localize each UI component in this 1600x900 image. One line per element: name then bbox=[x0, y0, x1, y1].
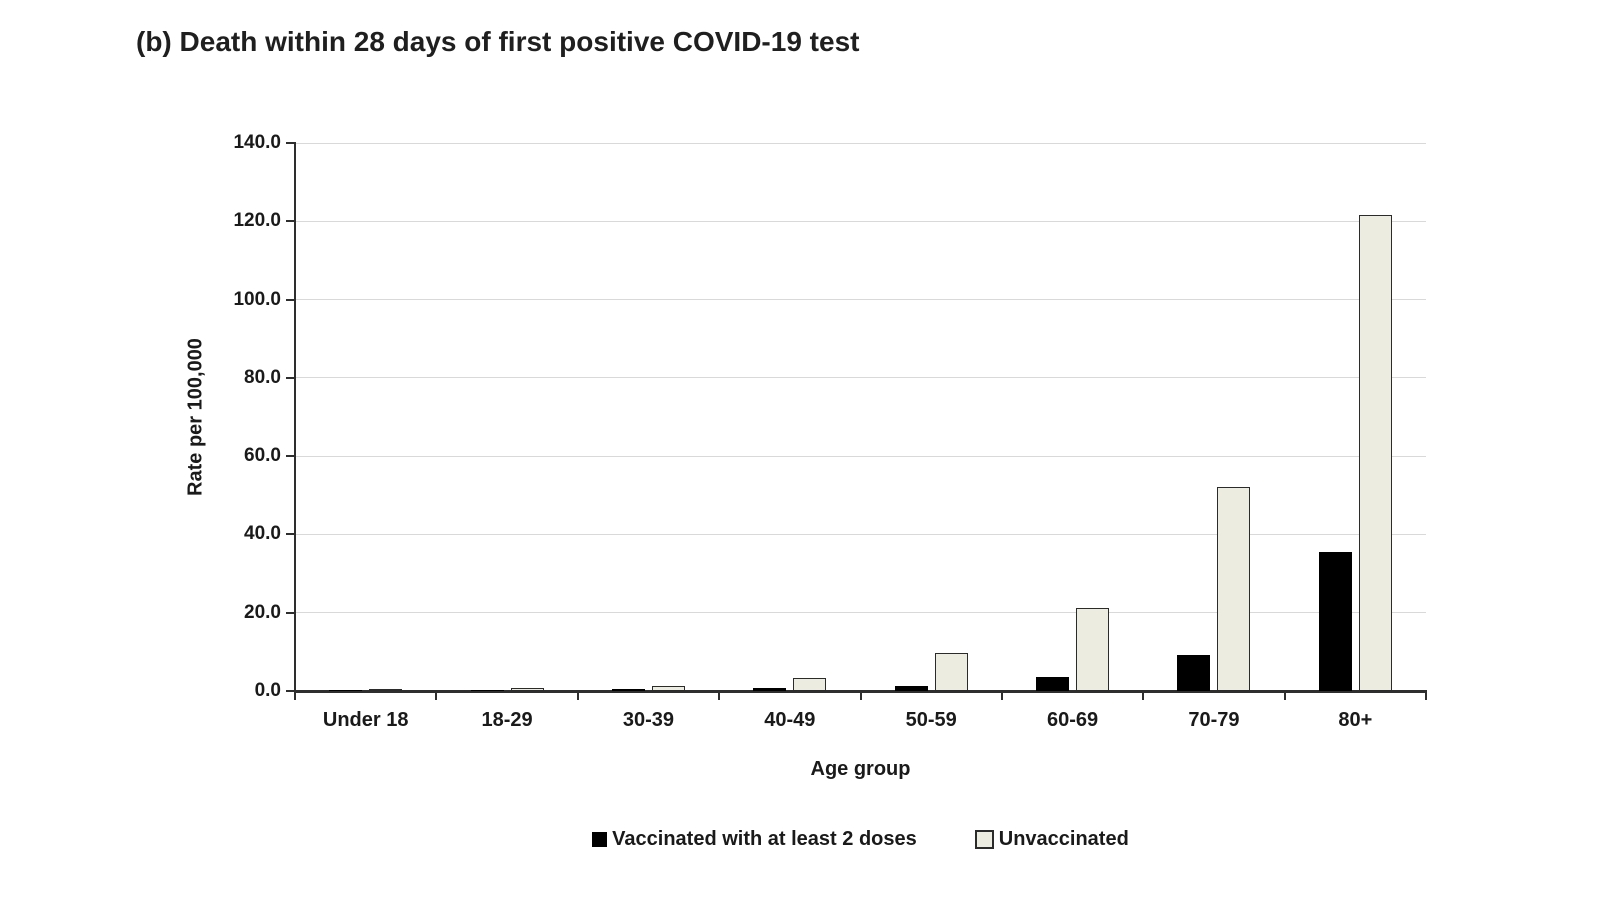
x-axis-tick-mark bbox=[435, 691, 438, 700]
x-axis-tick-label: 50-59 bbox=[905, 709, 957, 731]
y-axis-tick-label: 20.0 bbox=[244, 601, 281, 623]
bar-group bbox=[1285, 143, 1426, 691]
bar-group bbox=[295, 143, 436, 691]
gridline bbox=[295, 142, 1426, 144]
y-axis-tick-mark bbox=[286, 690, 295, 692]
bar-vaccinated bbox=[1036, 676, 1070, 691]
bar-vaccinated bbox=[753, 688, 787, 691]
bar-unvaccinated bbox=[1076, 607, 1110, 691]
y-axis-tick-mark bbox=[286, 376, 295, 379]
legend-swatch-unvaccinated bbox=[974, 830, 994, 849]
y-axis-tick-label: 80.0 bbox=[244, 366, 281, 388]
bar-group bbox=[436, 143, 577, 691]
x-axis-tick-mark bbox=[1000, 691, 1003, 700]
gridline bbox=[295, 377, 1426, 379]
bar-group bbox=[719, 143, 860, 691]
x-axis-tick-label: Under 18 bbox=[322, 709, 409, 731]
x-axis-tick-mark bbox=[718, 691, 721, 700]
y-axis-tick-mark bbox=[286, 220, 295, 223]
bar-unvaccinated bbox=[651, 685, 685, 691]
x-axis-tick-mark bbox=[1425, 691, 1427, 700]
x-axis-tick-mark bbox=[294, 691, 296, 700]
bar-unvaccinated bbox=[793, 678, 827, 691]
gridline bbox=[295, 299, 1426, 301]
x-axis-title: Age group bbox=[810, 758, 911, 780]
chart-title: (b) Death within 28 days of first positi… bbox=[136, 26, 860, 57]
bar-unvaccinated bbox=[510, 687, 544, 691]
bar-unvaccinated bbox=[1358, 215, 1392, 691]
y-axis-line bbox=[294, 142, 296, 693]
gridline bbox=[295, 533, 1426, 535]
x-axis-tick-label: 18-29 bbox=[481, 709, 533, 731]
x-axis-tick-mark bbox=[1283, 691, 1286, 700]
bar-vaccinated bbox=[1177, 655, 1211, 691]
y-axis-tick-label: 40.0 bbox=[244, 523, 281, 545]
y-axis-tick-mark bbox=[286, 142, 295, 144]
legend-label: Unvaccinated bbox=[998, 828, 1129, 850]
x-axis-tick-label: 80+ bbox=[1338, 709, 1373, 731]
x-axis-tick-mark bbox=[1142, 691, 1145, 700]
gridline bbox=[295, 220, 1426, 222]
bar-vaccinated bbox=[611, 689, 645, 691]
bar-group bbox=[861, 143, 1002, 691]
bar-vaccinated bbox=[894, 685, 928, 691]
x-axis-tick-label: 60-69 bbox=[1046, 709, 1099, 731]
y-axis-tick-label: 60.0 bbox=[244, 445, 281, 467]
bar-unvaccinated bbox=[369, 689, 403, 691]
gridline bbox=[295, 455, 1426, 457]
legend-swatch-vaccinated bbox=[592, 832, 608, 847]
bar-group bbox=[1002, 143, 1143, 691]
x-axis-tick-label: 70-79 bbox=[1188, 709, 1240, 731]
y-axis-tick-mark bbox=[286, 298, 295, 301]
legend: Vaccinated with at least 2 doses Unvaccin… bbox=[295, 828, 1426, 851]
legend-item: Vaccinated with at least 2 doses bbox=[592, 828, 917, 851]
legend-item: Unvaccinated bbox=[974, 828, 1129, 851]
x-axis-tick-mark bbox=[859, 691, 862, 700]
x-axis-tick-mark bbox=[576, 691, 579, 700]
bar-vaccinated bbox=[329, 690, 363, 691]
gridline bbox=[295, 612, 1426, 614]
legend-label: Vaccinated with at least 2 doses bbox=[612, 828, 917, 850]
y-axis-tick-label: 100.0 bbox=[233, 288, 281, 310]
y-axis-title: Rate per 100,000 bbox=[184, 338, 207, 496]
y-axis-tick-label: 0.0 bbox=[254, 680, 281, 701]
y-axis-tick-mark bbox=[286, 533, 295, 536]
y-axis-tick-mark bbox=[286, 455, 295, 458]
y-axis-tick-label: 140.0 bbox=[233, 132, 281, 153]
y-axis-tick-label: 120.0 bbox=[233, 210, 281, 232]
x-axis-tick-label: 40-49 bbox=[764, 709, 816, 731]
plot-area: 0.0 20.0 40.0 60.0 80.0 100.0 120.0 140.0 Under … bbox=[233, 132, 1427, 731]
bar-vaccinated bbox=[1318, 551, 1352, 691]
x-axis-tick-label: 30-39 bbox=[622, 709, 675, 731]
bar-unvaccinated bbox=[934, 653, 968, 691]
bar-vaccinated bbox=[470, 690, 504, 691]
x-axis-line bbox=[294, 690, 1427, 693]
bar-group bbox=[578, 143, 719, 691]
bar-group bbox=[1143, 143, 1284, 691]
y-axis-tick-mark bbox=[286, 611, 295, 614]
bar-unvaccinated bbox=[1217, 487, 1251, 691]
